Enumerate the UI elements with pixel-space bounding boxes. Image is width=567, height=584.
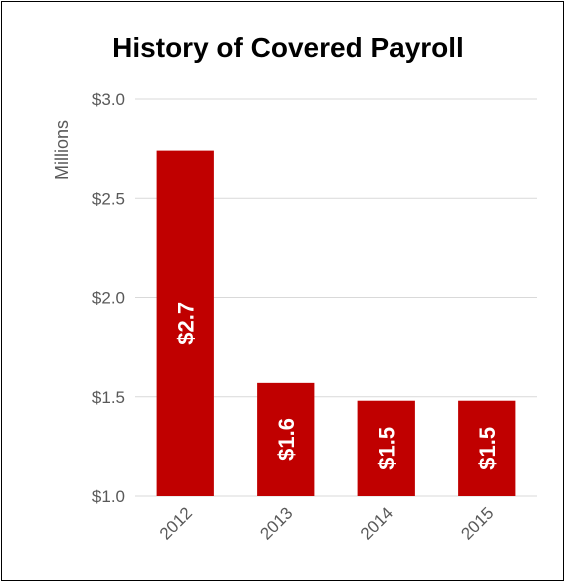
bar	[156, 150, 214, 497]
x-axis-ticks: 2012 2013 2014 2015	[156, 503, 498, 543]
x-tick-label: 2015	[457, 503, 497, 543]
bar-data-label: $1.6	[274, 418, 299, 461]
bar	[458, 400, 516, 496]
y-tick-label: $2.5	[92, 189, 125, 208]
x-tick-label: 2013	[256, 503, 296, 543]
y-axis-label: Millions	[52, 120, 72, 180]
bar-data-label: $1.5	[475, 427, 500, 470]
x-tick-label: 2012	[156, 503, 196, 543]
y-tick-label: $1.0	[92, 487, 125, 506]
y-tick-label: $3.0	[92, 90, 125, 109]
bar	[257, 382, 315, 496]
bar-data-label: $1.5	[374, 427, 399, 470]
bars: $2.7 $1.6 $1.5 $1.5	[156, 150, 516, 497]
bar	[357, 400, 415, 496]
y-tick-label: $2.0	[92, 289, 125, 308]
chart-title: History of Covered Payroll	[112, 32, 464, 63]
x-tick-label: 2014	[357, 503, 397, 543]
bar-data-label: $2.7	[173, 302, 198, 345]
y-tick-label: $1.5	[92, 388, 125, 407]
y-axis-ticks: $1.0 $1.5 $2.0 $2.5 $3.0	[92, 90, 125, 506]
